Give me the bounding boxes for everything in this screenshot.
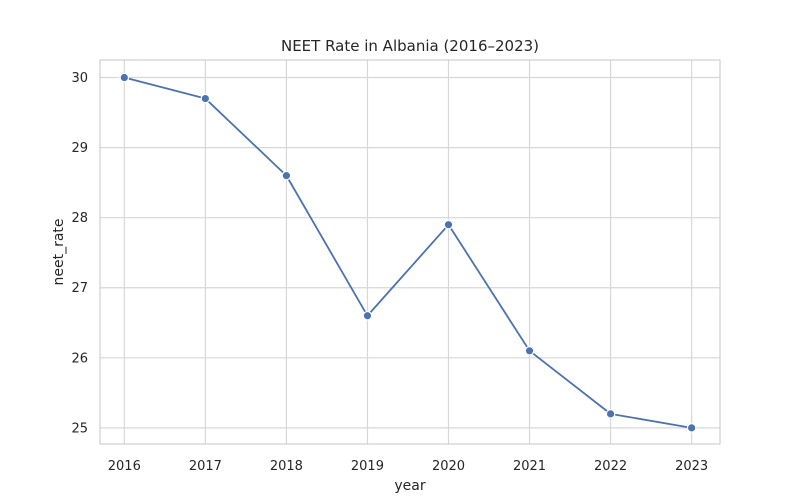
x-tick-label: 2023 — [675, 459, 708, 474]
x-axis-label: year — [394, 478, 425, 494]
data-point-2018 — [281, 170, 292, 181]
x-tick-label: 2022 — [594, 459, 627, 474]
grid-layer — [100, 60, 720, 444]
y-tick-label: 25 — [71, 421, 88, 436]
y-tick-label: 26 — [71, 351, 88, 366]
x-tick-label: 2019 — [351, 459, 384, 474]
x-tick-label: 2017 — [189, 459, 222, 474]
y-tick-label: 30 — [71, 71, 88, 86]
y-tick-label: 28 — [71, 211, 88, 226]
data-point-2016 — [119, 72, 130, 83]
y-tick-label: 27 — [71, 281, 88, 296]
x-tick-label: 2018 — [270, 459, 303, 474]
data-point-2017 — [200, 93, 211, 104]
data-point-2019 — [362, 310, 373, 321]
y-tick-label: 29 — [71, 141, 88, 156]
y-axis-label: neet_rate — [51, 218, 67, 285]
chart-title: NEET Rate in Albania (2016–2023) — [281, 37, 539, 55]
plot-frame — [99, 59, 721, 445]
data-point-2023 — [686, 423, 697, 433]
data-point-2020 — [443, 219, 454, 230]
x-tick-label: 2016 — [108, 459, 141, 474]
data-point-2021 — [524, 346, 535, 356]
x-tick-label: 2020 — [432, 459, 465, 474]
tick-layer: 2016 2017 2018 2019 2020 2021 2022 2023 25 26 27 28… — [71, 71, 708, 474]
data-point-2022 — [605, 409, 616, 419]
series-layer — [119, 72, 697, 433]
series-line — [123, 76, 693, 429]
x-tick-label: 2021 — [513, 459, 546, 474]
